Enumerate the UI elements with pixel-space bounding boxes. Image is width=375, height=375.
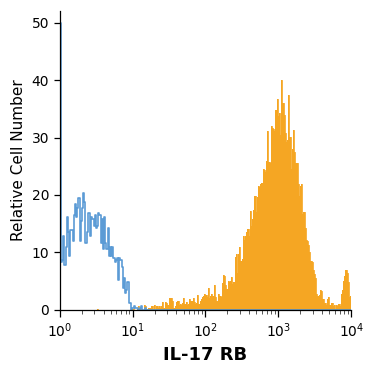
Y-axis label: Relative Cell Number: Relative Cell Number — [11, 80, 26, 242]
X-axis label: IL-17 RB: IL-17 RB — [164, 346, 248, 364]
